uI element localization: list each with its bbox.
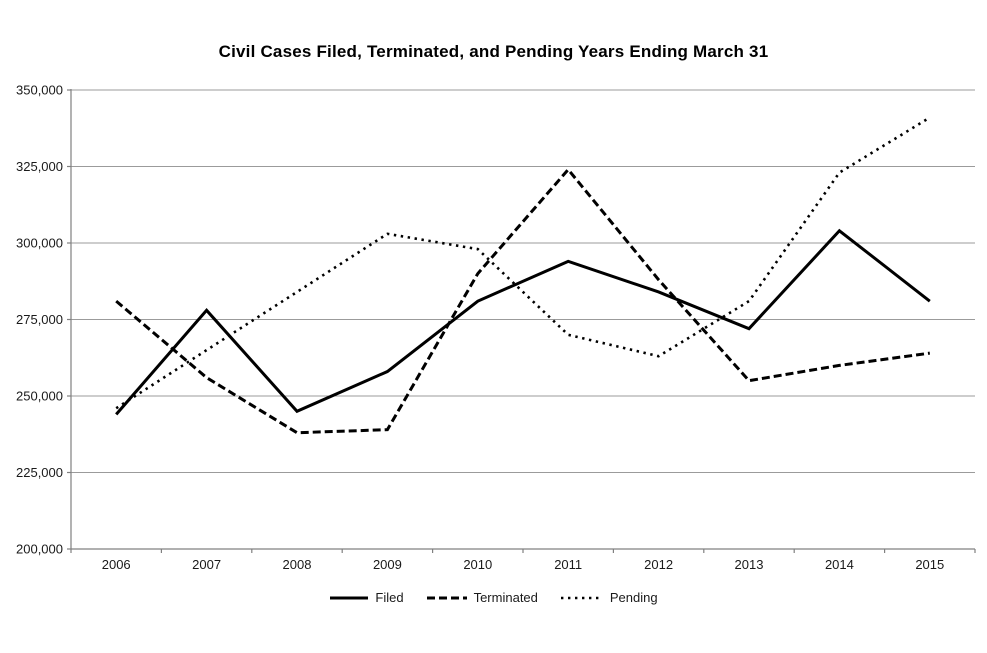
y-axis-label: 325,000 bbox=[16, 159, 63, 174]
legend-swatch-dashed-line bbox=[426, 596, 467, 599]
x-axis-label: 2014 bbox=[825, 557, 854, 572]
x-axis-label: 2008 bbox=[283, 557, 312, 572]
legend-swatch-dotted-line bbox=[560, 596, 603, 599]
legend-item-terminated: Terminated bbox=[426, 590, 538, 605]
x-axis-label: 2011 bbox=[554, 557, 582, 572]
y-axis-label: 225,000 bbox=[16, 465, 63, 480]
x-axis-label: 2012 bbox=[644, 557, 673, 572]
legend-label-pending: Pending bbox=[609, 590, 658, 605]
legend-swatch-solid-line bbox=[330, 596, 369, 599]
legend-item-pending: Pending bbox=[560, 590, 658, 605]
series-line-filed bbox=[115, 228, 931, 416]
y-axis-label: 275,000 bbox=[16, 312, 63, 327]
chart-title: Civil Cases Filed, Terminated, and Pendi… bbox=[218, 42, 769, 61]
y-axis-label: 200,000 bbox=[16, 542, 63, 557]
x-axis-label: 2009 bbox=[373, 557, 402, 572]
y-axis-label: 250,000 bbox=[16, 389, 63, 404]
x-axis-label: 2007 bbox=[192, 557, 221, 572]
chart-legend: Filed Terminated Pending bbox=[0, 590, 987, 605]
series-line-terminated bbox=[115, 167, 931, 435]
y-axis-label: 350,000 bbox=[16, 83, 63, 98]
legend-label-filed: Filed bbox=[375, 590, 404, 605]
x-axis-label: 2006 bbox=[102, 557, 131, 572]
series-line-pending bbox=[115, 116, 931, 410]
x-axis-label: 2015 bbox=[915, 557, 944, 572]
y-axis-label: 300,000 bbox=[16, 236, 63, 251]
x-axis-label: 2010 bbox=[463, 557, 492, 572]
legend-item-filed: Filed bbox=[329, 590, 404, 605]
x-axis-label: 2013 bbox=[735, 557, 764, 572]
legend-label-terminated: Terminated bbox=[473, 590, 538, 605]
